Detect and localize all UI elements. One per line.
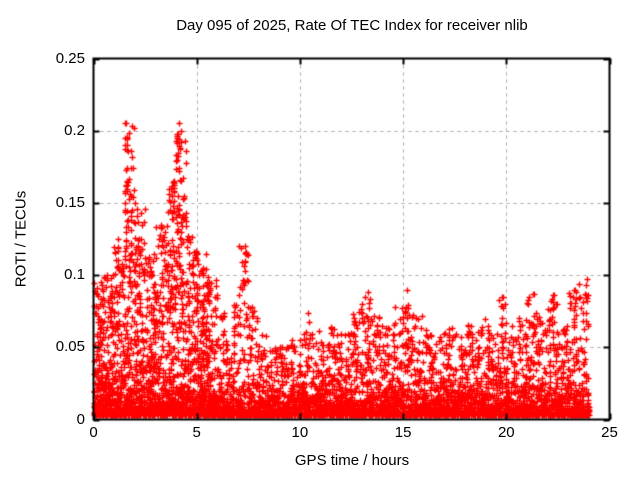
y-tick-label: 0.1 bbox=[64, 266, 85, 284]
y-tick-label: 0.05 bbox=[55, 338, 85, 356]
x-tick-label: 20 bbox=[497, 424, 515, 441]
chart-title: Day 095 of 2025, Rate Of TEC Index for r… bbox=[176, 17, 528, 34]
y-tick-label: 0.15 bbox=[55, 193, 85, 211]
y-tick-label: 0.25 bbox=[55, 49, 85, 67]
y-tick-label: 0.2 bbox=[64, 121, 85, 139]
x-tick-label: 15 bbox=[394, 424, 412, 441]
x-tick-label: 5 bbox=[192, 424, 201, 441]
x-tick-label: 10 bbox=[291, 424, 309, 441]
x-tick-label: 25 bbox=[601, 424, 618, 441]
x-tick-label: 0 bbox=[89, 424, 98, 441]
y-tick-label: 0 bbox=[76, 410, 85, 428]
x-axis-label: GPS time / hours bbox=[294, 452, 410, 469]
